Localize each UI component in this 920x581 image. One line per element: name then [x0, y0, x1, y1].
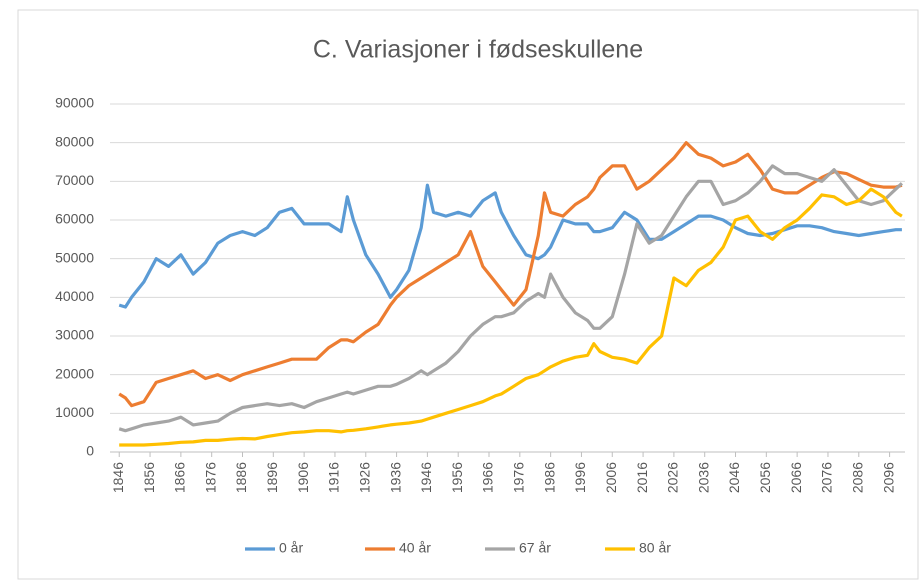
y-tick-label: 80000 [55, 133, 94, 149]
y-tick-label: 50000 [55, 249, 94, 265]
y-tick-label: 0 [86, 443, 94, 459]
x-tick-label: 2026 [665, 462, 681, 493]
x-tick-label: 2046 [726, 462, 742, 493]
y-tick-label: 30000 [55, 327, 94, 343]
chart-title: C. Variasjoner i fødseskullene [313, 36, 643, 64]
line-series [119, 187, 903, 447]
x-tick-label: 2096 [880, 462, 896, 493]
x-tick-label: 1846 [110, 462, 126, 493]
y-tick-label: 20000 [55, 365, 94, 381]
x-tick-label: 2056 [757, 462, 773, 493]
y-tick-label: 60000 [55, 211, 94, 227]
x-tick-label: 2006 [603, 462, 619, 493]
legend-label: 0 år [279, 540, 303, 556]
x-tick-label: 1876 [202, 462, 218, 493]
x-tick-label: 1916 [326, 462, 342, 493]
y-tick-label: 70000 [55, 172, 94, 188]
legend-label: 40 år [399, 540, 431, 556]
chart-frame [17, 9, 919, 580]
x-tick-label: 1896 [264, 462, 280, 493]
x-tick-label: 2016 [634, 462, 650, 493]
x-tick-label: 1946 [418, 462, 434, 493]
y-tick-label: 90000 [55, 95, 94, 111]
y-tick-label: 10000 [55, 404, 94, 420]
x-tick-label: 1866 [172, 462, 188, 493]
y-tick-label: 40000 [55, 288, 94, 304]
x-tick-label: 1906 [295, 462, 311, 493]
x-tick-label: 1956 [449, 462, 465, 493]
x-tick-label: 2066 [788, 462, 804, 493]
x-tick-label: 1936 [387, 462, 403, 493]
x-tick-label: 2076 [819, 462, 835, 493]
x-tick-label: 2086 [849, 462, 865, 493]
legend-label: 67 år [519, 540, 551, 556]
x-tick-label: 1986 [541, 462, 557, 493]
legend-label: 80 år [639, 540, 671, 556]
line-series [118, 164, 904, 433]
x-tick-label: 1926 [356, 462, 372, 493]
x-tick-label: 1996 [572, 462, 588, 493]
x-tick-label: 1856 [141, 462, 157, 493]
x-tick-label: 2036 [695, 462, 711, 493]
x-tick-label: 1966 [480, 462, 496, 493]
x-tick-label: 1886 [233, 462, 249, 493]
x-tick-label: 1976 [511, 462, 527, 493]
